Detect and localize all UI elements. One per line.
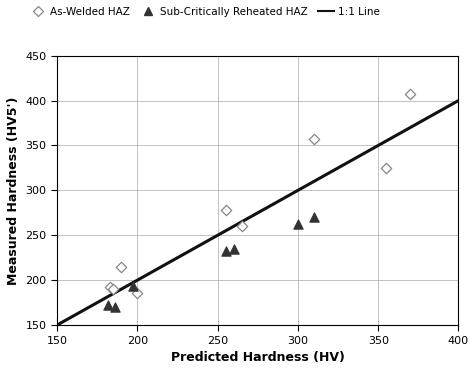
Point [310,136,318,142]
Point [118,264,125,270]
Point [111,304,119,310]
Point [294,221,302,227]
Point [407,91,414,97]
Point [106,285,114,290]
Point [109,286,117,292]
Point [129,283,136,289]
Point [310,214,318,220]
Point [222,249,229,255]
X-axis label: Predicted Hardness (HV): Predicted Hardness (HV) [171,351,345,364]
Point [222,207,229,213]
Legend: As-Welded HAZ, Sub-Critically Reheated HAZ, 1:1 Line: As-Welded HAZ, Sub-Critically Reheated H… [30,7,380,17]
Point [238,223,246,229]
Point [134,290,141,296]
Point [382,165,390,171]
Y-axis label: Measured Hardness (HV5'): Measured Hardness (HV5') [7,96,20,285]
Point [105,302,112,308]
Point [230,246,238,252]
